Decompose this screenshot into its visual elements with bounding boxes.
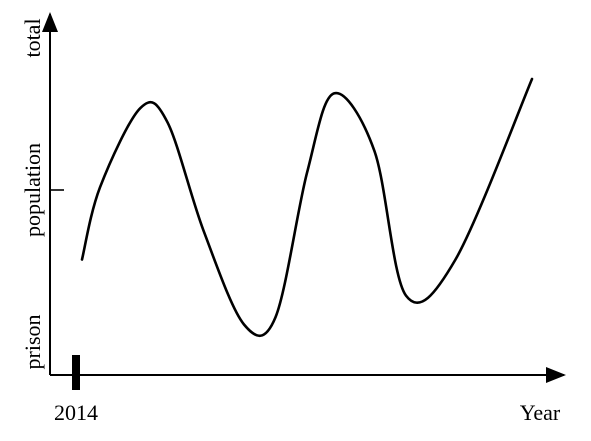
x-axis-label: Year — [520, 400, 561, 425]
y-axis-label-word-population: population — [20, 143, 45, 237]
x-tick-label-2014: 2014 — [54, 400, 98, 425]
y-axis-label-word-total: total — [20, 18, 45, 57]
y-axis-label-word-prison: prison — [20, 315, 45, 370]
series-line — [80, 77, 534, 338]
